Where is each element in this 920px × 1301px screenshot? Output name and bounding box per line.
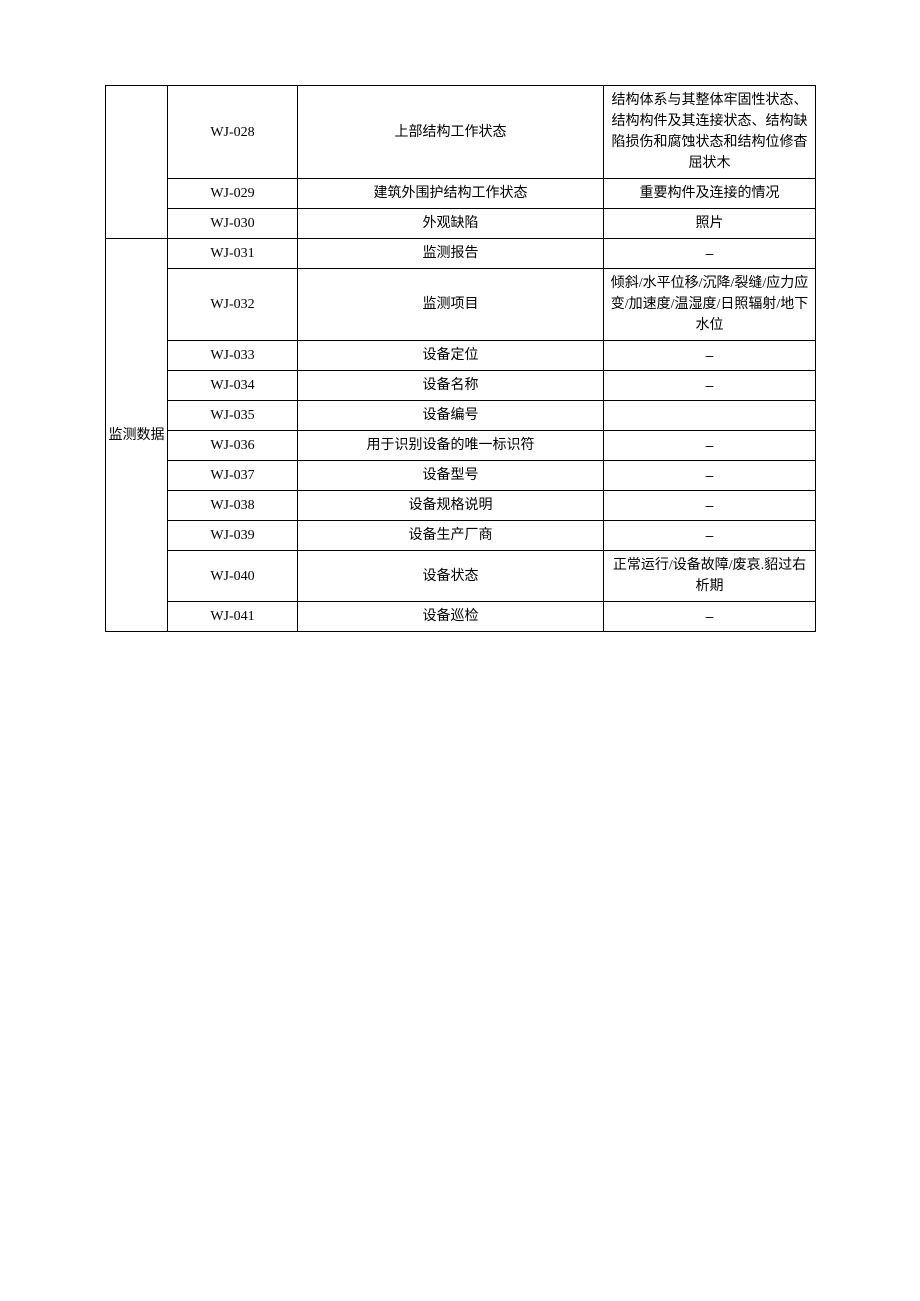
code-cell: WJ-038	[168, 491, 298, 521]
table-row: WJ-035 设备编号	[106, 401, 816, 431]
name-cell: 设备型号	[298, 461, 604, 491]
name-cell: 设备状态	[298, 551, 604, 602]
code-cell: WJ-040	[168, 551, 298, 602]
category-cell: 监测数据	[106, 239, 168, 632]
table-row: WJ-034 设备名称 –	[106, 371, 816, 401]
desc-cell: 重要构件及连接的情况	[604, 179, 816, 209]
table-row: WJ-032 监测项目 倾斜/水平位移/沉降/裂缝/应力应变/加速度/温湿度/日…	[106, 269, 816, 341]
table-row: WJ-030 外观缺陷 照片	[106, 209, 816, 239]
code-cell: WJ-035	[168, 401, 298, 431]
code-cell: WJ-028	[168, 86, 298, 179]
name-cell: 设备生产厂商	[298, 521, 604, 551]
table-row: WJ-041 设备巡检 –	[106, 602, 816, 632]
name-cell: 监测报告	[298, 239, 604, 269]
code-cell: WJ-041	[168, 602, 298, 632]
table-body: WJ-028 上部结构工作状态 结构体系与其整体牢固性状态、结构构件及其连接状态…	[106, 86, 816, 632]
category-cell	[106, 86, 168, 239]
table-row: WJ-033 设备定位 –	[106, 341, 816, 371]
table-row: WJ-039 设备生产厂商 –	[106, 521, 816, 551]
code-cell: WJ-029	[168, 179, 298, 209]
desc-cell: –	[604, 371, 816, 401]
table-row: WJ-038 设备规格说明 –	[106, 491, 816, 521]
desc-cell: 照片	[604, 209, 816, 239]
code-cell: WJ-039	[168, 521, 298, 551]
table-row: WJ-028 上部结构工作状态 结构体系与其整体牢固性状态、结构构件及其连接状态…	[106, 86, 816, 179]
name-cell: 设备巡检	[298, 602, 604, 632]
desc-cell: –	[604, 461, 816, 491]
name-cell: 监测项目	[298, 269, 604, 341]
code-cell: WJ-033	[168, 341, 298, 371]
name-cell: 设备名称	[298, 371, 604, 401]
table-row: WJ-029 建筑外围护结构工作状态 重要构件及连接的情况	[106, 179, 816, 209]
name-cell: 外观缺陷	[298, 209, 604, 239]
code-cell: WJ-034	[168, 371, 298, 401]
name-cell: 建筑外围护结构工作状态	[298, 179, 604, 209]
code-cell: WJ-036	[168, 431, 298, 461]
name-cell: 设备规格说明	[298, 491, 604, 521]
data-table: WJ-028 上部结构工作状态 结构体系与其整体牢固性状态、结构构件及其连接状态…	[105, 85, 816, 632]
name-cell: 用于识别设备的唯一标识符	[298, 431, 604, 461]
name-cell: 设备定位	[298, 341, 604, 371]
desc-cell: –	[604, 491, 816, 521]
desc-cell: 正常运行/设备故障/废哀.貂过右析期	[604, 551, 816, 602]
desc-cell: 结构体系与其整体牢固性状态、结构构件及其连接状态、结构缺陷损伤和腐蚀状态和结构位…	[604, 86, 816, 179]
code-cell: WJ-032	[168, 269, 298, 341]
name-cell: 设备编号	[298, 401, 604, 431]
table-row: WJ-040 设备状态 正常运行/设备故障/废哀.貂过右析期	[106, 551, 816, 602]
desc-cell: –	[604, 521, 816, 551]
desc-cell: –	[604, 341, 816, 371]
desc-cell: –	[604, 602, 816, 632]
code-cell: WJ-031	[168, 239, 298, 269]
desc-cell: –	[604, 431, 816, 461]
code-cell: WJ-037	[168, 461, 298, 491]
desc-cell: –	[604, 239, 816, 269]
name-cell: 上部结构工作状态	[298, 86, 604, 179]
table-row: WJ-037 设备型号 –	[106, 461, 816, 491]
table-row: 监测数据 WJ-031 监测报告 –	[106, 239, 816, 269]
desc-cell: 倾斜/水平位移/沉降/裂缝/应力应变/加速度/温湿度/日照辐射/地下水位	[604, 269, 816, 341]
table-row: WJ-036 用于识别设备的唯一标识符 –	[106, 431, 816, 461]
code-cell: WJ-030	[168, 209, 298, 239]
desc-cell	[604, 401, 816, 431]
